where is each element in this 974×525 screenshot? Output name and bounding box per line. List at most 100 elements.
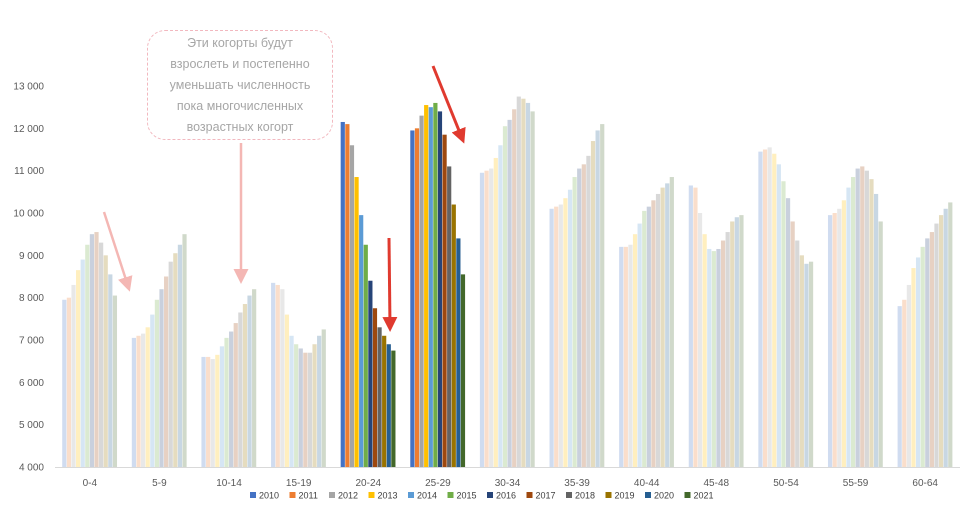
bar-15-19-2014: [289, 335, 294, 467]
bar-45-48-2020: [734, 217, 739, 467]
arrow-20-24: [382, 237, 398, 332]
bar-15-19-2013: [284, 314, 290, 467]
legend-swatch-2020: [645, 492, 651, 498]
y-tick-label: 10 000: [13, 209, 44, 220]
bar-5-9-2016: [159, 289, 164, 467]
bar-35-39-2011: [554, 206, 559, 467]
bar-60-64-2019: [938, 215, 944, 467]
x-tick-label: 55-59: [843, 478, 869, 489]
bar-20-24-2010: [340, 121, 345, 467]
bar-5-9-2019: [173, 253, 178, 467]
bar-15-19-2010: [271, 282, 276, 467]
legend-swatch-2019: [605, 492, 612, 498]
legend-label-2015: 2015: [457, 491, 477, 501]
legend-swatch-2011: [289, 492, 296, 498]
arrow-25-29: [431, 65, 466, 144]
bar-45-48-2019: [730, 221, 735, 467]
bar-30-34-2019: [521, 98, 526, 467]
bar-25-29-2021: [460, 274, 466, 467]
annotation-line: Эти когорты будут: [187, 35, 293, 50]
y-tick-label: 9 000: [19, 251, 44, 262]
bar-30-34-2011: [484, 170, 489, 468]
bar-50-54-2016: [785, 198, 791, 467]
bar-15-19-2011: [275, 284, 280, 467]
bar-25-29-2017: [442, 134, 447, 467]
bar-55-59-2014: [846, 187, 851, 467]
annotation-line: возрастных когорт: [186, 119, 294, 134]
bar-60-64-2017: [929, 232, 934, 467]
legend-label-2017: 2017: [536, 491, 556, 501]
legend-label-2019: 2019: [615, 491, 635, 501]
bar-25-29-2013: [424, 105, 429, 468]
legend-swatch-2016: [487, 492, 493, 498]
bar-0-4-2014: [80, 259, 85, 467]
bar-10-14-2014: [219, 346, 225, 467]
bar-0-4-2018: [99, 242, 104, 467]
legend-swatch-2014: [408, 492, 414, 498]
bar-55-59-2020: [873, 193, 879, 467]
legend-swatch-2015: [447, 492, 454, 498]
bar-0-4-2019: [103, 255, 108, 467]
bar-5-9-2015: [154, 299, 160, 467]
bar-35-39-2021: [600, 124, 605, 467]
bar-35-39-2020: [595, 130, 600, 467]
bar-40-44-2020: [665, 183, 670, 467]
bar-20-24-2017: [372, 308, 378, 467]
bar-50-54-2011: [762, 149, 768, 467]
bar-0-4-2020: [108, 274, 113, 467]
bar-5-9-2017: [164, 276, 169, 467]
bar-35-39-2013: [563, 198, 568, 467]
bar-55-59-2018: [864, 170, 869, 468]
bar-40-44-2013: [632, 234, 638, 467]
legend-label-2021: 2021: [694, 491, 714, 501]
bar-0-4-2021: [112, 295, 118, 467]
bar-30-34-2020: [525, 102, 531, 468]
legend-swatch-2021: [684, 492, 691, 498]
bar-60-64-2021: [948, 202, 953, 468]
bar-25-29-2012: [419, 115, 424, 467]
bar-45-48-2017: [720, 240, 726, 467]
bar-55-59-2013: [841, 200, 846, 468]
y-tick-label: 13 000: [13, 82, 44, 93]
bar-25-29-2019: [451, 204, 456, 467]
bar-15-19-2012: [280, 289, 285, 467]
bar-35-39-2017: [581, 164, 586, 467]
annotation-callout: Эти когорты будут взрослеть и постепенно…: [147, 30, 333, 140]
bar-50-54-2018: [795, 240, 800, 467]
bar-50-54-2015: [781, 181, 786, 467]
legend-label-2020: 2020: [654, 491, 674, 501]
bar-60-64-2011: [902, 299, 907, 467]
bar-10-14-2012: [210, 359, 215, 467]
legend: 2010 2011 2012 2013 2014 2015 2016 2017 2018 2019…: [250, 491, 714, 501]
x-axis: 0-4 5-9 10-14 15-19 20-24 25-29 30-34 35-39 40-4…: [83, 478, 939, 489]
bar-55-59-2010: [827, 215, 833, 467]
x-tick-label: 15-19: [286, 478, 312, 489]
bar-15-19-2018: [307, 352, 313, 467]
legend-label-2011: 2011: [299, 491, 318, 501]
bar-35-39-2018: [586, 155, 591, 467]
bar-20-24-2021: [391, 350, 396, 467]
x-tick-label: 50-54: [773, 478, 799, 489]
x-tick-label: 0-4: [83, 478, 98, 489]
bar-60-64-2016: [925, 238, 930, 467]
bar-30-34-2018: [516, 96, 521, 467]
legend-label-2016: 2016: [496, 491, 516, 501]
bar-35-39-2019: [590, 141, 596, 467]
bar-55-59-2021: [878, 221, 883, 467]
bar-15-19-2016: [298, 348, 303, 467]
bar-35-39-2015: [572, 177, 577, 467]
bar-60-64-2013: [911, 268, 916, 467]
annotation-line: взрослеть и постепенно: [170, 56, 310, 71]
bar-50-54-2020: [804, 263, 809, 467]
bar-20-24-2012: [349, 145, 355, 467]
bar-10-14-2018: [238, 312, 243, 467]
bar-30-34-2021: [530, 111, 535, 468]
y-tick-label: 5 000: [19, 420, 44, 431]
bar-25-29-2020: [456, 238, 461, 467]
annotation-line: пока многочисленных: [176, 98, 304, 113]
annotation-arrows: [102, 65, 466, 332]
legend-swatch-2012: [329, 492, 335, 498]
annotation-line: уменьшать численность: [169, 77, 311, 92]
bar-20-24-2020: [386, 344, 391, 467]
legend-label-2010: 2010: [259, 491, 279, 501]
